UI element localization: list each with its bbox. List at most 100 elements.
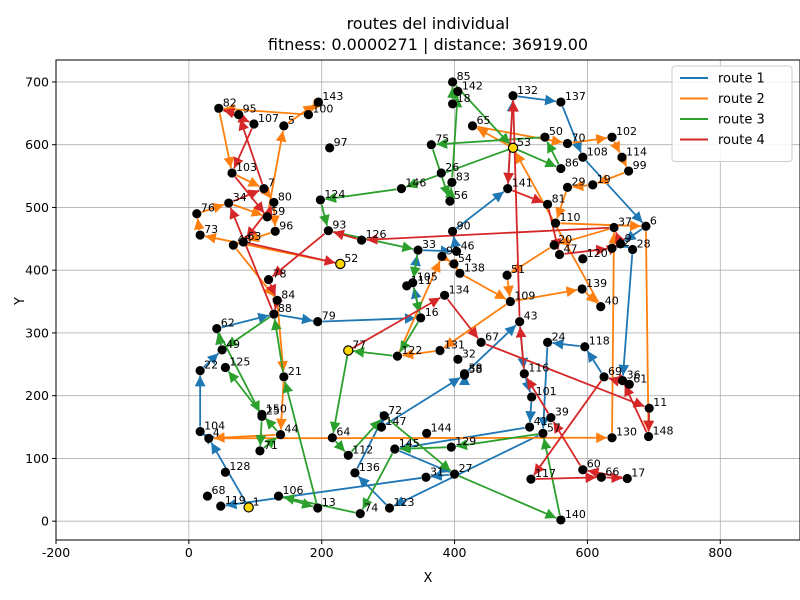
node-label: 138 — [464, 261, 485, 274]
x-tick-label: 600 — [575, 545, 599, 560]
route-segment — [646, 231, 649, 431]
route-segment — [446, 259, 450, 262]
node-label: 61 — [633, 372, 647, 385]
node-label: 103 — [236, 161, 257, 174]
node-label: 69 — [608, 365, 622, 378]
node-label: 148 — [653, 424, 674, 437]
node-label: 44 — [285, 423, 299, 436]
node-label: 57 — [547, 421, 561, 434]
x-tick-label: 200 — [310, 545, 334, 560]
node-label: 118 — [589, 335, 610, 348]
node-label: 58 — [469, 363, 483, 376]
y-tick-label: 700 — [25, 74, 49, 89]
node-label: 50 — [549, 125, 563, 138]
y-tick-label: 500 — [25, 200, 49, 215]
node-label: 65 — [477, 114, 491, 127]
node-label: 129 — [455, 435, 476, 448]
y-tick-label: 600 — [25, 137, 49, 152]
node-label: 13 — [322, 496, 336, 509]
node-label: 70 — [572, 131, 586, 144]
node-label: 119 — [225, 494, 246, 507]
x-tick-label: 0 — [185, 545, 193, 560]
node-label: 42 — [616, 236, 630, 249]
node-label: 99 — [633, 159, 647, 172]
node-label: 74 — [364, 502, 378, 515]
node-label: 52 — [344, 252, 358, 265]
legend-label: route 2 — [718, 92, 765, 107]
node-label: 77 — [352, 339, 366, 352]
route-segment — [260, 421, 261, 446]
node-label: 84 — [281, 288, 295, 301]
node-label: 31 — [430, 465, 444, 478]
route-segment — [450, 187, 451, 196]
route-segment — [553, 343, 580, 346]
node-label: 145 — [399, 437, 420, 450]
node-label: 144 — [431, 421, 452, 434]
node-label: 19 — [597, 173, 611, 186]
node-label: 51 — [511, 263, 525, 276]
node-label: 107 — [258, 112, 279, 125]
node-label: 82 — [223, 96, 237, 109]
x-axis-label: X — [424, 571, 433, 586]
node-label: 101 — [536, 385, 557, 398]
node-label: 86 — [565, 157, 579, 170]
route-segment — [448, 299, 478, 338]
node-label: 111 — [411, 274, 432, 287]
node-label: 28 — [637, 237, 651, 250]
route-segment — [367, 228, 609, 240]
node-label: 81 — [552, 192, 566, 205]
legend-label: route 3 — [718, 113, 765, 128]
route-segment — [198, 219, 200, 230]
node-label: 22 — [204, 359, 218, 372]
node-label: 95 — [243, 103, 257, 116]
y-tick-label: 100 — [25, 451, 49, 466]
y-tick-label: 300 — [25, 325, 49, 340]
route-segment — [612, 233, 614, 433]
node-label: 93 — [332, 219, 346, 232]
node-label: 112 — [352, 443, 373, 456]
node-label: 63 — [247, 230, 261, 243]
route-segment — [623, 254, 632, 375]
route-segment — [353, 351, 392, 356]
route-segment — [614, 142, 620, 153]
route-segment — [279, 315, 313, 321]
node-label: 66 — [605, 465, 619, 478]
node-label: 62 — [221, 317, 235, 330]
route-segment — [236, 249, 274, 296]
node-label: 147 — [386, 415, 407, 428]
node-label: 39 — [555, 406, 569, 419]
route-segment — [322, 205, 327, 226]
y-tick-label: 0 — [41, 514, 49, 529]
node-label: 122 — [401, 344, 422, 357]
node-label: 56 — [454, 189, 468, 202]
node-label: 134 — [449, 283, 470, 296]
node-label: 53 — [517, 136, 531, 149]
node-label: 60 — [587, 458, 601, 471]
node-label: 33 — [422, 238, 436, 251]
node-label: 71 — [264, 439, 278, 452]
chart-subtitle: fitness: 0.0000271 | distance: 36919.00 — [268, 35, 588, 54]
legend-label: route 1 — [718, 72, 765, 87]
node-label: 126 — [366, 228, 387, 241]
node-label: 109 — [514, 290, 535, 303]
node-label: 76 — [201, 202, 215, 215]
node-label: 143 — [322, 90, 343, 103]
route-segment — [228, 371, 258, 410]
node-label: 73 — [204, 223, 218, 236]
y-tick-label: 400 — [25, 263, 49, 278]
node-label: 88 — [278, 302, 292, 315]
node-label: 40 — [605, 295, 619, 308]
route-segment — [220, 113, 231, 168]
route-segment — [275, 305, 276, 310]
node-label: 16 — [425, 306, 439, 319]
route-segment — [508, 280, 510, 296]
node-label: 43 — [524, 310, 538, 323]
node-label: 146 — [405, 177, 426, 190]
route-segment — [333, 355, 347, 432]
x-tick-label: 400 — [443, 545, 467, 560]
node-label: 117 — [535, 467, 556, 480]
route-segment — [336, 441, 345, 451]
node-label: 125 — [229, 355, 250, 368]
node-label: 102 — [616, 125, 637, 138]
